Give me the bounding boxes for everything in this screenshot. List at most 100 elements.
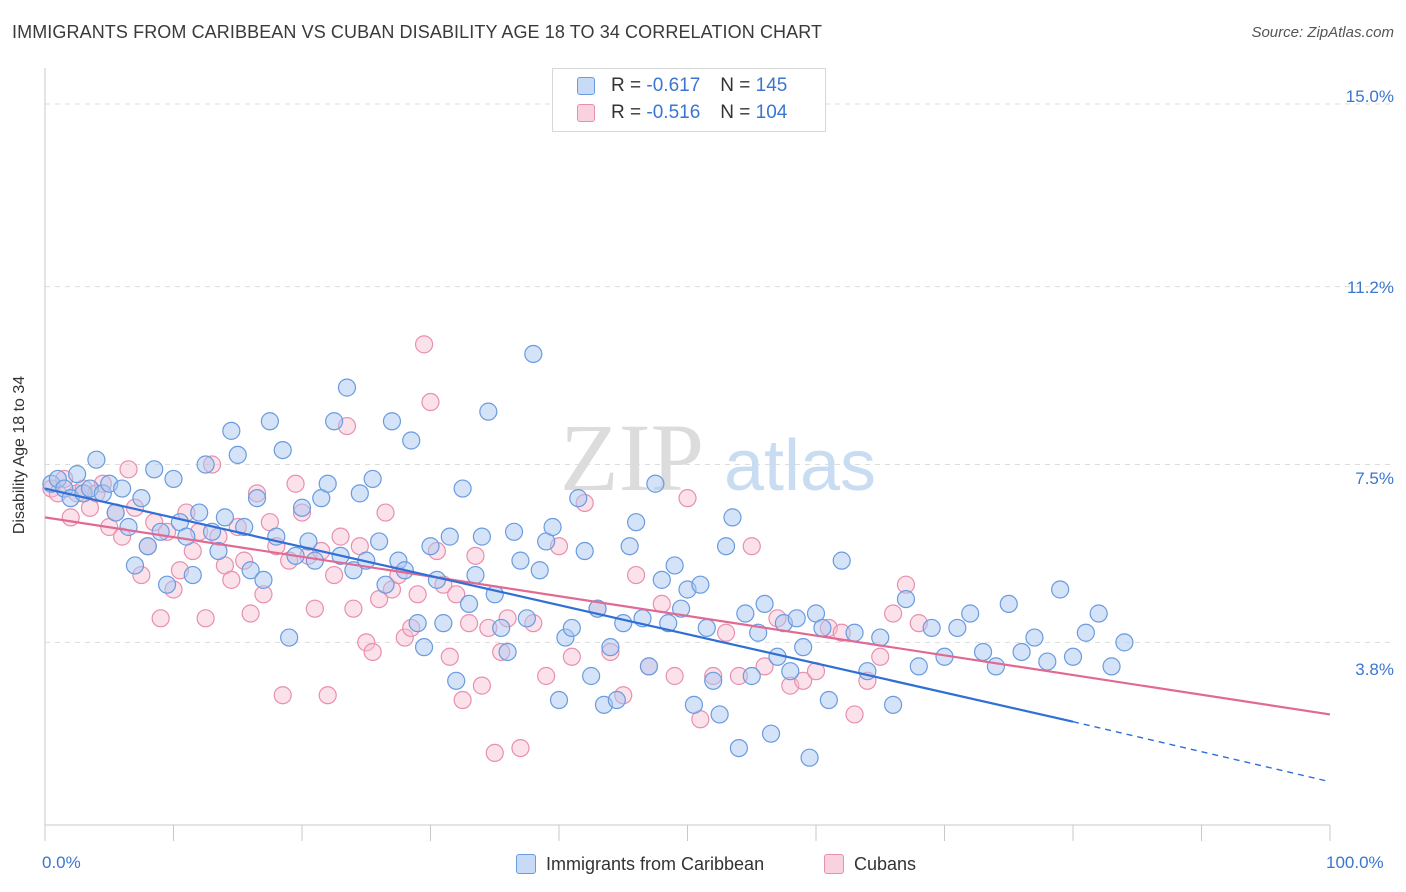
cubans-point <box>241 604 260 623</box>
caribbean-point <box>665 556 684 575</box>
caribbean-point <box>408 614 427 633</box>
caribbean-point <box>620 537 639 556</box>
caribbean-point <box>421 537 440 556</box>
caribbean-point <box>235 517 254 537</box>
caribbean-point <box>209 541 228 561</box>
caribbean-point <box>247 489 267 508</box>
caribbean-trend-line <box>44 487 1074 723</box>
caribbean-point <box>646 474 665 493</box>
caribbean-point <box>511 551 530 570</box>
caribbean-point <box>883 695 903 714</box>
caribbean-point <box>138 537 157 556</box>
caribbean-point <box>325 412 344 431</box>
caribbean-trend-extension <box>1072 720 1331 783</box>
bottom-legend-label-cubans: Cubans <box>854 853 917 874</box>
caribbean-point <box>575 541 594 561</box>
legend-r-value: -0.617 <box>646 75 701 96</box>
caribbean-point <box>447 671 466 690</box>
axes-layer <box>44 68 1331 841</box>
bottom-legend-cubans: Cubans <box>824 852 916 876</box>
cubans-point <box>871 647 890 666</box>
caribbean-point <box>498 642 517 662</box>
chart-title: IMMIGRANTS FROM CARIBBEAN VS CUBAN DISAB… <box>12 22 823 42</box>
caribbean-point <box>254 570 273 589</box>
cubans-trend-line <box>44 516 1331 716</box>
caribbean-point <box>125 556 145 575</box>
caribbean-point <box>813 618 832 638</box>
cubans-point <box>742 537 761 556</box>
caribbean-point <box>504 522 524 541</box>
bottom-legend-label-caribbean: Immigrants from Caribbean <box>546 853 765 874</box>
caribbean-point <box>459 594 479 614</box>
caribbean-point <box>350 484 369 503</box>
cubans-point <box>466 546 485 565</box>
caribbean-point <box>562 618 581 638</box>
caribbean-point <box>112 479 132 498</box>
cubans-point <box>678 489 697 508</box>
caribbean-point <box>794 638 813 657</box>
caribbean-point <box>382 412 402 431</box>
caribbean-point <box>716 537 736 556</box>
caribbean-point <box>87 450 106 469</box>
cubans-point <box>363 642 382 662</box>
caribbean-point <box>697 618 716 638</box>
caribbean-point <box>292 498 312 517</box>
caribbean-point <box>601 638 620 657</box>
caribbean-point <box>241 561 260 580</box>
cubans-point <box>344 599 363 618</box>
cubans-point <box>665 666 684 686</box>
legend-swatch-caribbean <box>577 77 595 95</box>
cubans-point <box>755 657 774 676</box>
caribbean-point <box>151 522 170 541</box>
caribbean-point <box>119 517 138 537</box>
caribbean-point <box>896 589 916 609</box>
caribbean-point <box>787 609 806 628</box>
cubans-point <box>845 705 864 724</box>
caribbean-point <box>652 570 671 589</box>
caribbean-point <box>228 445 247 465</box>
caribbean-point <box>196 455 215 474</box>
y-tick-label-11-2: 11.2% <box>1347 278 1394 297</box>
caribbean-point <box>986 657 1006 676</box>
caribbean-point <box>157 575 177 594</box>
caribbean-point <box>569 489 588 508</box>
caribbean-point <box>800 748 819 767</box>
cubans-point <box>716 623 736 642</box>
legend-r-label: R = <box>611 102 642 123</box>
legend-n-value: 104 <box>755 102 788 123</box>
cubans-point <box>794 671 813 690</box>
caribbean-point <box>414 638 434 657</box>
caribbean-point <box>1063 647 1083 666</box>
legend-r-label: R = <box>611 75 642 96</box>
legend-row-caribbean: R = -0.617 N = 145 <box>577 73 787 99</box>
caribbean-point <box>1012 642 1031 662</box>
caribbean-point <box>819 690 838 710</box>
caribbean-point <box>1102 657 1121 676</box>
legend-n-value: 145 <box>755 75 788 96</box>
caribbean-point <box>177 527 196 546</box>
caribbean-point <box>370 532 389 551</box>
caribbean-point <box>549 690 569 710</box>
caribbean-point <box>190 503 209 522</box>
cubans-point <box>273 686 292 705</box>
caribbean-point <box>318 474 337 493</box>
cubans-point <box>119 460 138 479</box>
correlation-legend: R = -0.617 N = 145 R = -0.516 N = 104 <box>552 68 826 132</box>
cubans-point <box>331 527 350 546</box>
caribbean-point <box>582 666 601 686</box>
cubans-point <box>453 690 472 710</box>
cubans-point <box>305 599 324 618</box>
cubans-point <box>652 594 671 614</box>
caribbean-point <box>659 614 678 633</box>
y-tick-label-15-0: 15.0% <box>1345 87 1394 106</box>
caribbean-point <box>543 517 562 537</box>
cubans-point <box>562 647 581 666</box>
caribbean-point <box>530 561 549 580</box>
caribbean-point <box>337 378 357 397</box>
cubans-points <box>42 335 928 763</box>
caribbean-point <box>434 614 453 633</box>
cubans-point <box>447 585 466 604</box>
cubans-point <box>883 604 903 623</box>
